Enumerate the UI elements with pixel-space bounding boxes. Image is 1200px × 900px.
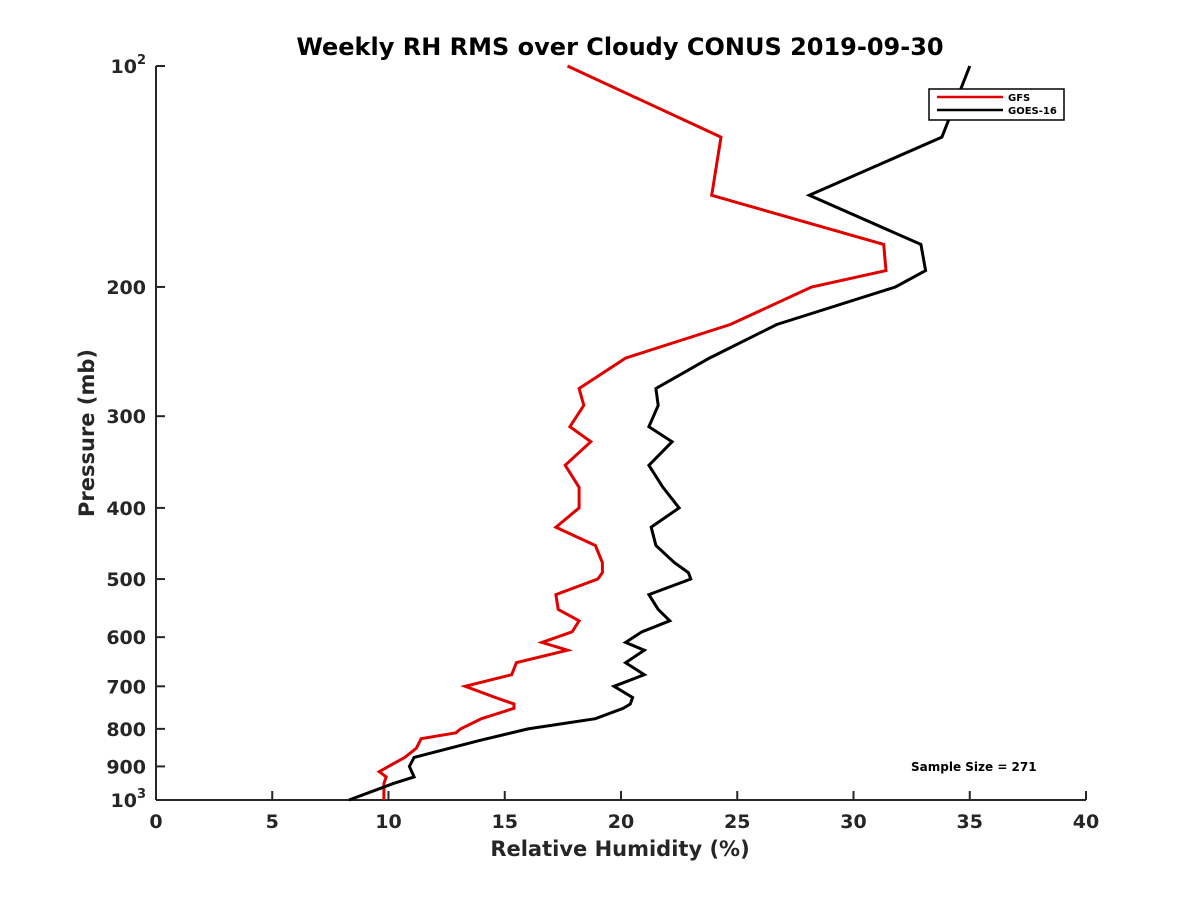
y-tick-label: 500 bbox=[106, 569, 146, 591]
y-tick-label: 300 bbox=[106, 406, 146, 428]
y-axis-label: Pressure (mb) bbox=[75, 349, 99, 517]
x-tick-label: 15 bbox=[492, 811, 518, 833]
legend-label-goes16: GOES-16 bbox=[1008, 106, 1057, 117]
y-tick-label: 800 bbox=[106, 719, 146, 741]
chart-title: Weekly RH RMS over Cloudy CONUS 2019-09-… bbox=[296, 33, 943, 61]
y-tick-label: 200 bbox=[106, 277, 146, 299]
x-tick-label: 30 bbox=[840, 811, 866, 833]
x-tick-label: 25 bbox=[724, 811, 750, 833]
x-tick-label: 40 bbox=[1073, 811, 1099, 833]
y-tick-label: 700 bbox=[106, 676, 146, 698]
legend: GFS GOES-16 bbox=[928, 88, 1065, 121]
sample-size-annotation: Sample Size = 271 bbox=[911, 760, 1037, 774]
y-axis-ticks: 102 200 300 400 500 600 700 800 900 103 bbox=[106, 53, 165, 812]
x-tick-label: 35 bbox=[957, 811, 983, 833]
x-axis-label: Relative Humidity (%) bbox=[490, 837, 749, 861]
y-tick-label: 600 bbox=[106, 627, 146, 649]
x-tick-label: 10 bbox=[375, 811, 401, 833]
y-tick-label: 400 bbox=[106, 498, 146, 520]
legend-box bbox=[928, 88, 1065, 121]
series-lines bbox=[348, 64, 972, 802]
x-tick-label: 5 bbox=[266, 811, 279, 833]
legend-label-gfs: GFS bbox=[1008, 93, 1030, 104]
x-axis-ticks: 0 5 10 15 20 25 30 35 40 bbox=[149, 791, 1099, 833]
x-tick-label: 20 bbox=[608, 811, 634, 833]
series-line-gfs bbox=[376, 64, 888, 800]
y-tick-label: 900 bbox=[106, 756, 146, 778]
x-tick-label: 0 bbox=[149, 811, 162, 833]
y-tick-label: 102 bbox=[111, 53, 147, 78]
series-line-goes-16 bbox=[348, 65, 972, 802]
y-tick-label: 103 bbox=[111, 787, 147, 812]
